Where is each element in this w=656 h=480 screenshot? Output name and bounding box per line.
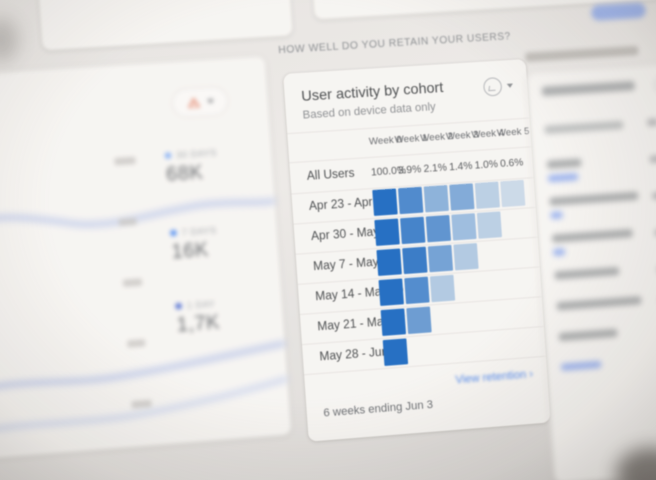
metric-label: 1 DAY [186, 298, 216, 311]
heatmap-cell[interactable] [425, 214, 452, 243]
heatmap-cell[interactable] [382, 338, 409, 366]
heatmap-cell[interactable] [449, 183, 475, 211]
retention-pct: 1.0% [474, 158, 499, 172]
heatmap-cell[interactable] [500, 179, 526, 208]
heatmap-cell[interactable] [474, 181, 500, 209]
retention-pct: 100.0% [370, 164, 407, 179]
axis-tick-label [118, 217, 137, 227]
cohort-cells [382, 338, 409, 366]
heatmap-cell[interactable] [423, 185, 449, 213]
heatmap-cell[interactable] [400, 216, 426, 245]
legend-dot-icon [175, 302, 182, 310]
top-card-fragment-left [36, 0, 293, 51]
heatmap-cell[interactable] [402, 246, 428, 275]
retention-pct: 3.9% [397, 163, 422, 177]
metric-1-day: 1 DAY 1,7K [175, 295, 268, 338]
cohort-cells [380, 306, 432, 336]
list-item-link-blurred[interactable] [550, 211, 563, 220]
link-label: View retention [454, 368, 527, 387]
card-title: User activity by cohort [300, 78, 444, 105]
axis-tick-label [122, 278, 143, 288]
week-col-header: Week 2 [419, 130, 454, 145]
value-blurred [652, 191, 656, 200]
heatmap-cell[interactable] [397, 186, 424, 215]
top-right-blurred-button[interactable] [590, 2, 647, 21]
heatmap-cell[interactable] [372, 188, 398, 216]
active-users-card: 30 DAYS 68K 7 DAYS 16K 1 DAY 1,7K [0, 56, 292, 461]
week-col-header: Week 1 [394, 132, 428, 146]
heatmap-cell[interactable] [374, 218, 400, 246]
retention-pct: 2.1% [423, 162, 448, 176]
retention-pct: 0.6% [499, 157, 524, 171]
heatmap-cell[interactable] [404, 276, 430, 305]
cohort-cells [378, 274, 456, 307]
list-item-blurred[interactable] [546, 158, 582, 169]
metric-30-days: 30 DAYS 68K [164, 145, 257, 187]
list-item-blurred[interactable] [558, 328, 618, 342]
list-item-link-blurred[interactable] [560, 360, 602, 371]
list-item-blurred[interactable] [549, 191, 639, 206]
right-section-question-blurred [525, 45, 639, 63]
chevron-down-icon [506, 83, 514, 88]
view-retention-link[interactable]: View retention › [455, 368, 533, 386]
heatmap-cell[interactable] [376, 248, 402, 276]
heatmap-cell[interactable] [380, 308, 407, 336]
date-range-note: 6 weeks ending Jun 3 [323, 398, 434, 420]
list-item-blurred[interactable] [556, 296, 642, 311]
heatmap-cell[interactable] [378, 278, 404, 307]
chevron-right-icon: › [528, 368, 534, 381]
cohort-card: User activity by cohort Based on device … [283, 58, 551, 442]
retention-pct: 1.4% [448, 160, 473, 174]
list-item-link-blurred[interactable] [547, 173, 579, 183]
heatmap-cell[interactable] [427, 244, 454, 273]
card-subtitle: Based on device data only [302, 100, 437, 122]
list-item-blurred[interactable] [554, 266, 620, 280]
heatmap-cell[interactable] [406, 306, 432, 335]
axis-tick-label [114, 156, 136, 166]
metric-label: 7 DAYS [181, 224, 218, 238]
heatmap-cell[interactable] [429, 274, 456, 303]
heatmap-cell[interactable] [476, 211, 503, 239]
chart-style-icon [482, 76, 503, 97]
card-title-blurred [541, 80, 636, 97]
metric-7-days: 7 DAYS 16K [170, 222, 263, 265]
list-item-blurred[interactable] [551, 228, 633, 243]
subtitle-blurred [544, 120, 624, 135]
week-col-header: Week 5 [496, 125, 530, 140]
list-item-link-blurred[interactable] [552, 248, 566, 257]
value-blurred [647, 118, 656, 127]
legend-dot-icon [164, 152, 172, 159]
value-blurred [649, 155, 656, 164]
metric-label: 30 DAYS [176, 147, 218, 161]
section-question: HOW WELL DO YOU RETAIN YOUR USERS? [277, 30, 512, 57]
all-users-label: All Users [306, 167, 355, 184]
heatmap-cell[interactable] [451, 213, 477, 241]
legend-dot-icon [170, 229, 177, 237]
out-of-focus-blob [0, 18, 18, 62]
week-col-header: Week 0 [368, 134, 403, 148]
card-options-selector[interactable] [482, 76, 514, 97]
heatmap-cell[interactable] [453, 243, 479, 271]
week-col-header: Week 3 [445, 129, 480, 143]
week-col-header: Week 4 [471, 127, 505, 141]
axis-tick-label [131, 399, 152, 409]
axis-tick-label [127, 339, 146, 348]
